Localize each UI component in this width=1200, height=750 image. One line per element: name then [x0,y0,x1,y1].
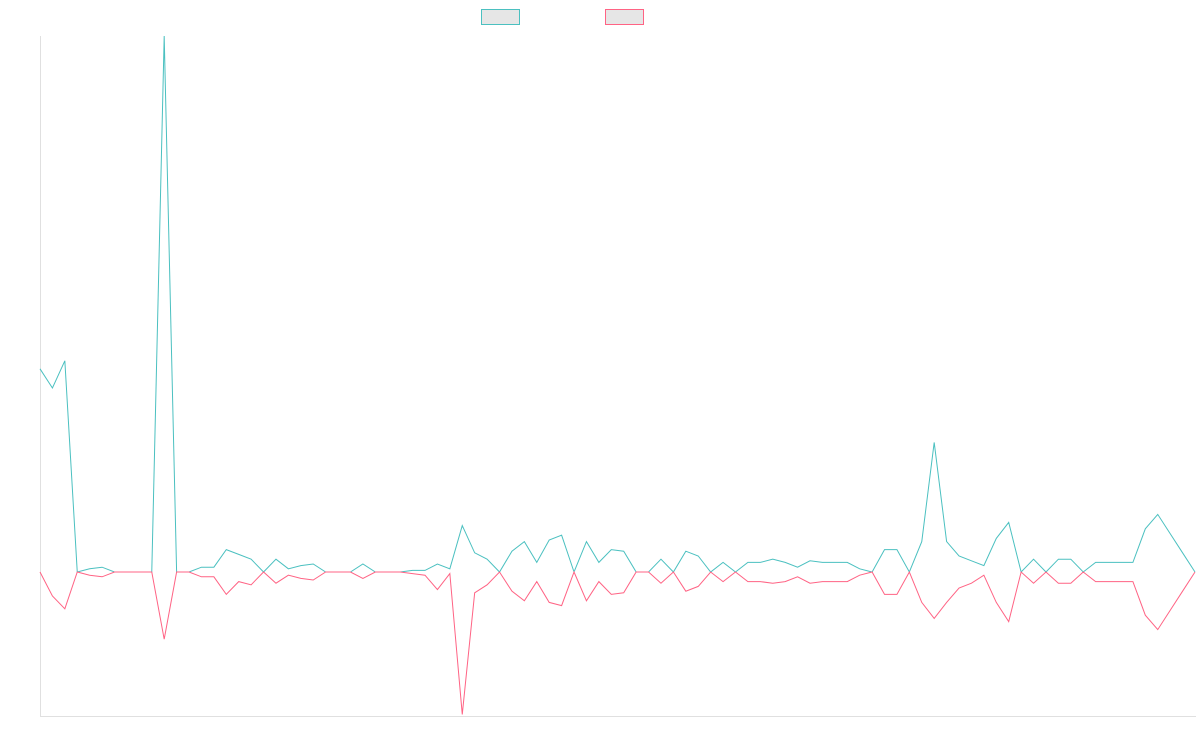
legend-swatch-series-2[interactable] [605,9,644,25]
legend-swatch-series-1[interactable] [481,9,520,25]
series-1 [39,35,1196,574]
series-2-line [39,570,1196,715]
series-1-line [39,35,1196,574]
series-2 [39,570,1196,715]
